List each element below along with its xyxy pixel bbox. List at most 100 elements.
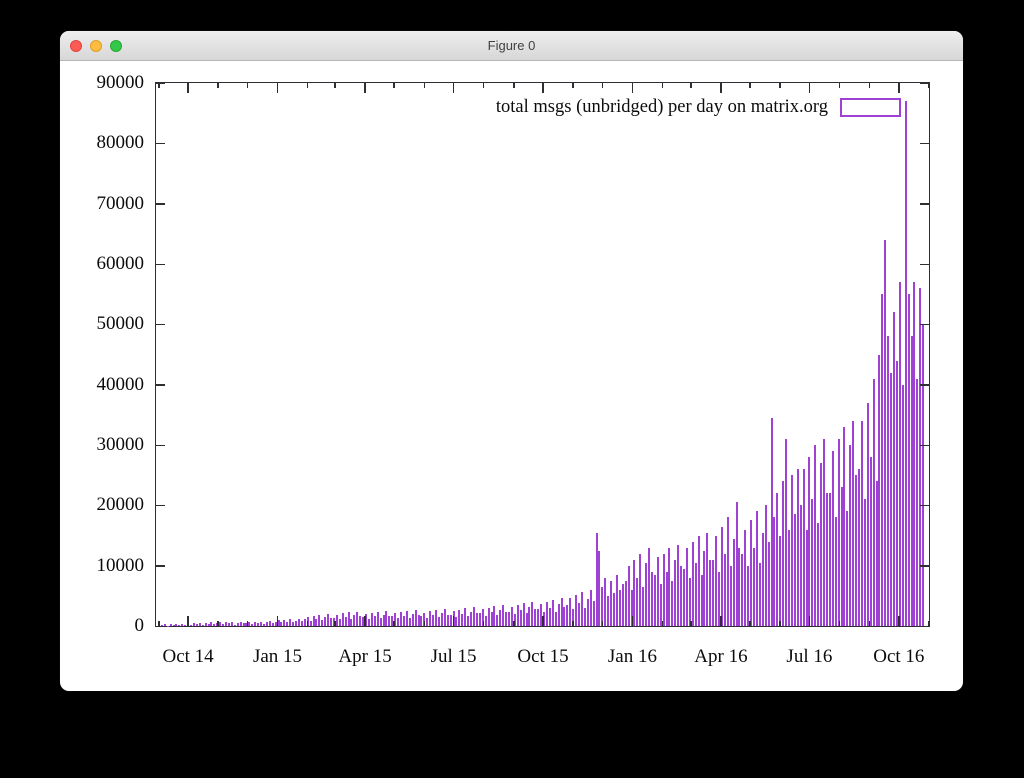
data-bar: [732, 538, 735, 626]
axis-tick: [838, 83, 841, 88]
data-bar: [569, 597, 572, 626]
data-bar: [394, 613, 397, 626]
data-bar: [280, 622, 283, 626]
data-bar: [913, 282, 916, 626]
data-bar: [770, 417, 773, 626]
axis-tick: [661, 83, 664, 88]
data-bar: [639, 553, 642, 626]
data-bar: [677, 544, 680, 626]
data-bar: [225, 621, 227, 626]
data-bar: [537, 609, 540, 626]
data-bar: [204, 623, 207, 626]
data-bar: [627, 565, 630, 626]
plot-area: total msgs (unbridged) per day on matrix…: [97, 72, 930, 667]
y-axis-tick-label: 40000: [96, 373, 145, 395]
legend-key-swatch: [840, 98, 901, 117]
data-bar: [461, 613, 464, 626]
data-bar: [265, 622, 268, 626]
data-bar: [837, 439, 840, 626]
data-bar: [796, 469, 799, 626]
axis-tick: [482, 621, 485, 626]
data-bar: [554, 611, 557, 626]
data-bar: [726, 517, 729, 626]
data-bar: [473, 607, 475, 626]
axis-tick: [720, 616, 722, 626]
data-bar: [887, 336, 890, 626]
x-axis-tick-label: Jan 16: [607, 646, 657, 667]
data-bar: [782, 481, 785, 626]
data-bar: [446, 614, 449, 626]
data-bar: [248, 621, 251, 626]
data-bar: [271, 622, 274, 626]
axis-tick: [246, 621, 249, 626]
data-bar: [683, 568, 685, 626]
data-bar: [528, 607, 531, 626]
data-bar: [379, 618, 382, 626]
data-bar: [388, 615, 391, 626]
data-bar: [583, 607, 586, 626]
data-bar: [292, 622, 295, 626]
data-bar: [659, 583, 662, 626]
data-bar: [668, 547, 671, 626]
axis-tick: [920, 142, 929, 145]
window-titlebar[interactable]: Figure 0: [60, 31, 963, 61]
data-bar: [823, 439, 825, 626]
data-bar: [580, 592, 583, 626]
axis-tick: [898, 83, 900, 93]
data-bar: [490, 612, 493, 626]
x-axis-tick-label: Apr 15: [338, 646, 392, 667]
data-bar: [831, 451, 834, 626]
data-bar: [691, 541, 694, 626]
axis-tick: [423, 621, 426, 626]
axis-tick: [749, 83, 751, 88]
axis-tick: [156, 203, 165, 205]
data-bar: [919, 288, 922, 626]
data-bar: [365, 613, 367, 626]
data-bar: [922, 324, 925, 626]
axis-tick: [276, 616, 279, 626]
axis-tick: [690, 83, 692, 88]
data-bar: [405, 610, 408, 626]
data-bar: [898, 282, 901, 626]
data-bar: [356, 611, 359, 626]
minimize-button[interactable]: [90, 39, 102, 52]
data-bar: [706, 532, 709, 626]
axis-tick: [246, 83, 249, 88]
data-bar: [297, 618, 300, 626]
data-bar: [890, 372, 893, 626]
data-bar: [324, 616, 327, 626]
data-bar: [828, 493, 831, 626]
zoom-button[interactable]: [110, 39, 122, 52]
data-bar: [414, 610, 417, 626]
data-bar: [718, 571, 720, 626]
data-bar: [519, 610, 522, 626]
data-bar: [653, 574, 656, 626]
data-bar: [648, 547, 650, 626]
data-bar: [513, 613, 516, 626]
data-bar: [353, 615, 356, 626]
data-bar: [700, 574, 703, 626]
data-bar: [893, 312, 895, 626]
data-bar: [385, 610, 388, 626]
x-axis-tick-label: Oct 15: [517, 646, 569, 667]
data-bar: [852, 420, 855, 626]
x-axis-tick-label: Apr 16: [694, 646, 748, 667]
axis-tick: [513, 621, 515, 626]
data-bar: [604, 577, 607, 626]
data-bar: [283, 620, 286, 626]
data-bar: [493, 606, 496, 626]
traffic-lights: [70, 31, 122, 60]
data-bar: [178, 625, 181, 626]
data-bar: [764, 505, 767, 626]
data-bar: [525, 613, 528, 626]
data-bar: [327, 613, 330, 626]
data-bar: [213, 623, 216, 626]
data-bar: [834, 517, 837, 626]
close-button[interactable]: [70, 39, 82, 52]
axis-tick: [920, 203, 929, 205]
axis-tick: [156, 263, 165, 265]
data-bar: [840, 487, 843, 626]
data-bar: [747, 565, 750, 626]
data-bar: [242, 623, 245, 626]
axis-tick: [661, 621, 664, 626]
